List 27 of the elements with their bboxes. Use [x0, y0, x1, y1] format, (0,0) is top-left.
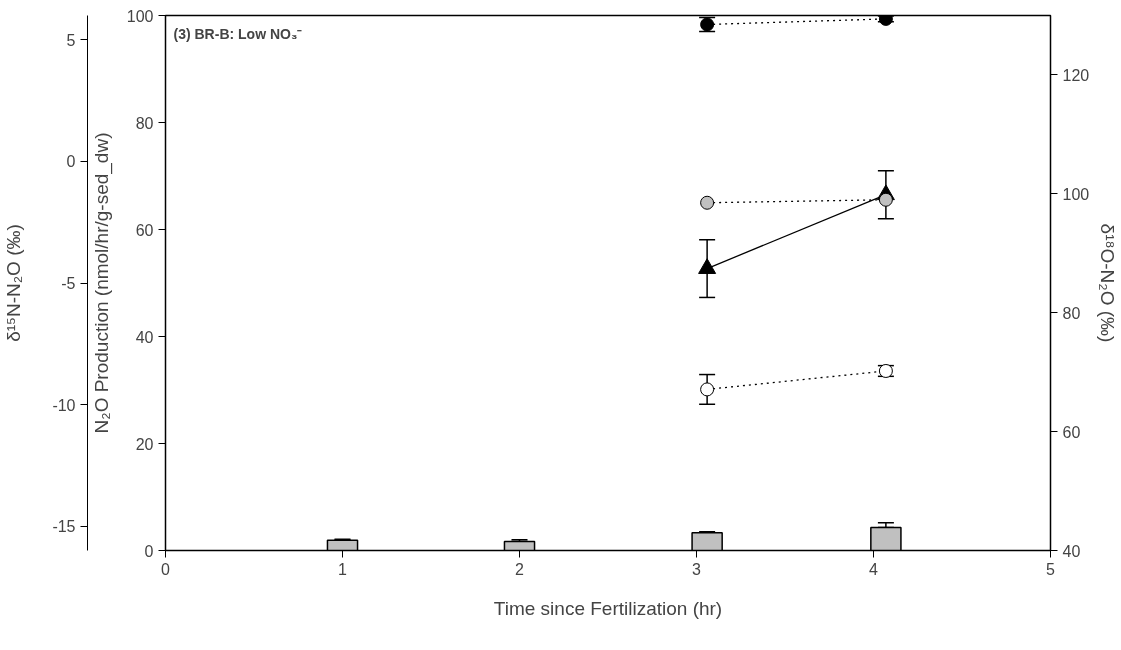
y-tick-label: 60 [135, 221, 154, 239]
y3-axis-title: δ¹⁵N-N₂O (‰) [3, 224, 25, 342]
x-tick-label: 3 [692, 560, 702, 578]
y-tick-label: 40 [135, 328, 154, 346]
y3-tick-label: -15 [52, 518, 76, 536]
x-tick-label: 5 [1046, 560, 1056, 578]
y3-tick-label: 0 [66, 153, 76, 171]
y3-tick-label: 5 [66, 31, 76, 49]
x-tick-label: 4 [869, 560, 879, 578]
y2-tick-label: 40 [1062, 542, 1081, 560]
y2-axis-title: δ¹⁸O-N₂O (‰) [1097, 223, 1119, 343]
x-tick-label: 1 [338, 560, 348, 578]
y-tick-label: 0 [144, 542, 154, 560]
x-tick-label: 0 [161, 560, 171, 578]
y2-tick-label: 80 [1062, 304, 1081, 322]
y3-tick-label: -10 [52, 396, 76, 414]
y-tick-label: 80 [135, 114, 154, 132]
annotation: (3) BR-B: Low NO₃⁻ [173, 25, 303, 42]
y2-tick-label: 60 [1062, 423, 1081, 441]
y-axis-title: N₂O Production (nmol/hr/g-sed_dw) [90, 132, 113, 434]
x-axis-title: Time since Fertilization (hr) [493, 597, 723, 619]
x-tick-label: 2 [515, 560, 525, 578]
y-tick-label: 100 [126, 7, 154, 25]
y-tick-label: 20 [135, 435, 154, 453]
y3-tick-label: -5 [61, 275, 76, 292]
y2-tick-label: 100 [1062, 185, 1090, 203]
y2-tick-label: 120 [1062, 66, 1090, 84]
